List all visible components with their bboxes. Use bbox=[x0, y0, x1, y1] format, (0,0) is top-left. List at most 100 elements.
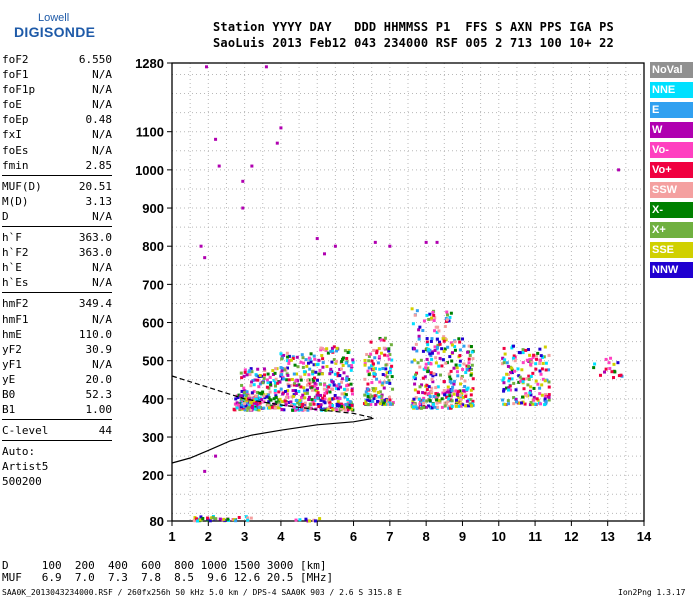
echo-point bbox=[467, 344, 471, 348]
echo-point bbox=[313, 381, 317, 385]
echo-point bbox=[428, 312, 432, 316]
echo-point bbox=[339, 367, 343, 371]
echo-point bbox=[306, 378, 310, 382]
echo-point bbox=[452, 366, 456, 370]
echo-point bbox=[321, 365, 325, 369]
echo-point bbox=[521, 380, 525, 384]
param-value: N/A bbox=[92, 276, 112, 290]
echo-point bbox=[412, 375, 416, 379]
param-value: 20.51 bbox=[78, 179, 112, 193]
echo-point bbox=[521, 351, 525, 355]
echo-point bbox=[366, 387, 370, 391]
echo-point bbox=[449, 341, 453, 345]
echo-point bbox=[284, 403, 288, 407]
echo-point bbox=[536, 382, 540, 386]
x-tick-label: 2 bbox=[205, 529, 212, 544]
echo-point bbox=[468, 353, 472, 357]
echo-point bbox=[198, 518, 202, 522]
echo-point bbox=[449, 381, 453, 385]
echo-point bbox=[430, 386, 434, 390]
echo-point bbox=[246, 518, 250, 522]
echo-point bbox=[323, 401, 327, 405]
echo-point bbox=[448, 375, 452, 379]
echo-point bbox=[241, 179, 245, 183]
echo-point bbox=[390, 358, 394, 362]
echo-point bbox=[429, 371, 433, 375]
param-row: foEs N/A bbox=[2, 143, 112, 158]
echo-point bbox=[440, 405, 444, 409]
echo-point bbox=[246, 406, 250, 410]
echo-point bbox=[544, 393, 548, 397]
echo-point bbox=[506, 399, 510, 403]
echo-point bbox=[471, 377, 475, 381]
echo-point bbox=[471, 387, 475, 391]
echo-point bbox=[287, 378, 291, 382]
echo-point bbox=[315, 389, 319, 393]
echo-point bbox=[322, 252, 326, 256]
echo-point bbox=[417, 334, 421, 338]
echo-point bbox=[542, 355, 546, 359]
echo-point bbox=[421, 398, 425, 402]
echo-point bbox=[280, 366, 284, 370]
echo-point bbox=[367, 359, 371, 363]
echo-point bbox=[348, 400, 352, 404]
echo-point bbox=[335, 346, 339, 350]
echo-point bbox=[203, 256, 207, 260]
echo-point bbox=[344, 361, 348, 365]
echo-point bbox=[527, 377, 531, 381]
echo-point bbox=[362, 402, 366, 406]
echo-point bbox=[281, 400, 285, 404]
echo-point bbox=[232, 518, 236, 522]
echo-point bbox=[540, 383, 544, 387]
echo-point bbox=[612, 376, 616, 380]
echo-point bbox=[267, 396, 271, 400]
echo-point bbox=[330, 349, 334, 353]
echo-point bbox=[451, 385, 455, 389]
echo-point bbox=[426, 343, 430, 347]
echo-point bbox=[299, 405, 303, 409]
echo-point bbox=[539, 402, 543, 406]
echo-point bbox=[324, 348, 328, 352]
echo-point bbox=[305, 391, 309, 395]
echo-point bbox=[516, 401, 520, 405]
echo-point bbox=[433, 345, 437, 349]
echo-point bbox=[455, 366, 459, 370]
echo-point bbox=[534, 362, 538, 366]
param-label: MUF(D) bbox=[2, 179, 42, 193]
param-label: yF2 bbox=[2, 342, 22, 356]
echo-point bbox=[335, 349, 339, 353]
echo-point bbox=[315, 378, 319, 382]
echo-point bbox=[547, 385, 551, 389]
param-row: h`F2 363.0 bbox=[2, 245, 112, 260]
echo-point bbox=[414, 342, 418, 346]
echo-point bbox=[411, 322, 415, 326]
echo-point bbox=[315, 237, 319, 241]
echo-point bbox=[245, 373, 249, 377]
echo-point bbox=[410, 307, 414, 311]
echo-point bbox=[273, 406, 277, 410]
echo-point bbox=[539, 372, 543, 376]
echo-point bbox=[286, 392, 290, 396]
echo-point bbox=[254, 397, 258, 401]
echo-point bbox=[343, 408, 347, 412]
virtual-height-trace-line bbox=[171, 375, 374, 419]
echo-point bbox=[521, 395, 525, 399]
echo-point bbox=[267, 400, 271, 404]
echo-point bbox=[257, 406, 261, 410]
echo-point bbox=[466, 350, 470, 354]
echo-point bbox=[250, 391, 254, 395]
echo-point bbox=[372, 374, 376, 378]
echo-point bbox=[467, 357, 471, 361]
echo-point bbox=[467, 361, 471, 365]
echo-point bbox=[214, 137, 218, 141]
echo-point bbox=[363, 358, 367, 362]
echo-point bbox=[512, 381, 516, 385]
echo-point bbox=[290, 377, 294, 381]
echo-point bbox=[368, 396, 372, 400]
echo-point bbox=[418, 385, 422, 389]
echo-point bbox=[385, 371, 389, 375]
echo-point bbox=[297, 402, 301, 406]
echo-point bbox=[436, 351, 440, 355]
echo-point bbox=[430, 351, 434, 355]
echo-point bbox=[339, 385, 343, 389]
